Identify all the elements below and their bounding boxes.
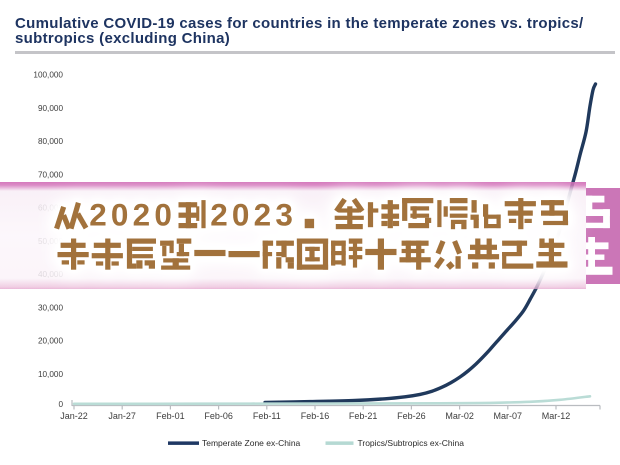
svg-text:Temperate Zone ex-China: Temperate Zone ex-China [202, 438, 301, 448]
svg-text:90,000: 90,000 [38, 104, 63, 113]
svg-text:20,000: 20,000 [38, 337, 63, 346]
svg-text:0: 0 [58, 400, 63, 409]
svg-text:Feb-21: Feb-21 [349, 411, 378, 421]
svg-text:80,000: 80,000 [38, 137, 63, 146]
svg-text:Mar-12: Mar-12 [542, 411, 571, 421]
svg-text:30,000: 30,000 [38, 304, 63, 313]
svg-text:Mar-07: Mar-07 [494, 411, 523, 421]
svg-text:Feb-11: Feb-11 [253, 411, 281, 421]
svg-text:100,000: 100,000 [33, 71, 63, 80]
svg-text:70,000: 70,000 [38, 171, 63, 180]
svg-text:2020: 2020 [89, 197, 176, 233]
svg-text:Feb-06: Feb-06 [204, 411, 233, 421]
svg-text:Tropics/Subtropics ex-China: Tropics/Subtropics ex-China [358, 438, 465, 448]
svg-text:2023: 2023 [210, 197, 297, 233]
svg-text:Jan-27: Jan-27 [108, 411, 136, 421]
svg-text:Feb-26: Feb-26 [397, 411, 426, 421]
svg-text:10,000: 10,000 [38, 370, 63, 379]
svg-text:Feb-01: Feb-01 [156, 411, 185, 421]
svg-text:Jan-22: Jan-22 [60, 411, 88, 421]
svg-text:Feb-16: Feb-16 [301, 411, 330, 421]
svg-text:Mar-02: Mar-02 [445, 411, 474, 421]
